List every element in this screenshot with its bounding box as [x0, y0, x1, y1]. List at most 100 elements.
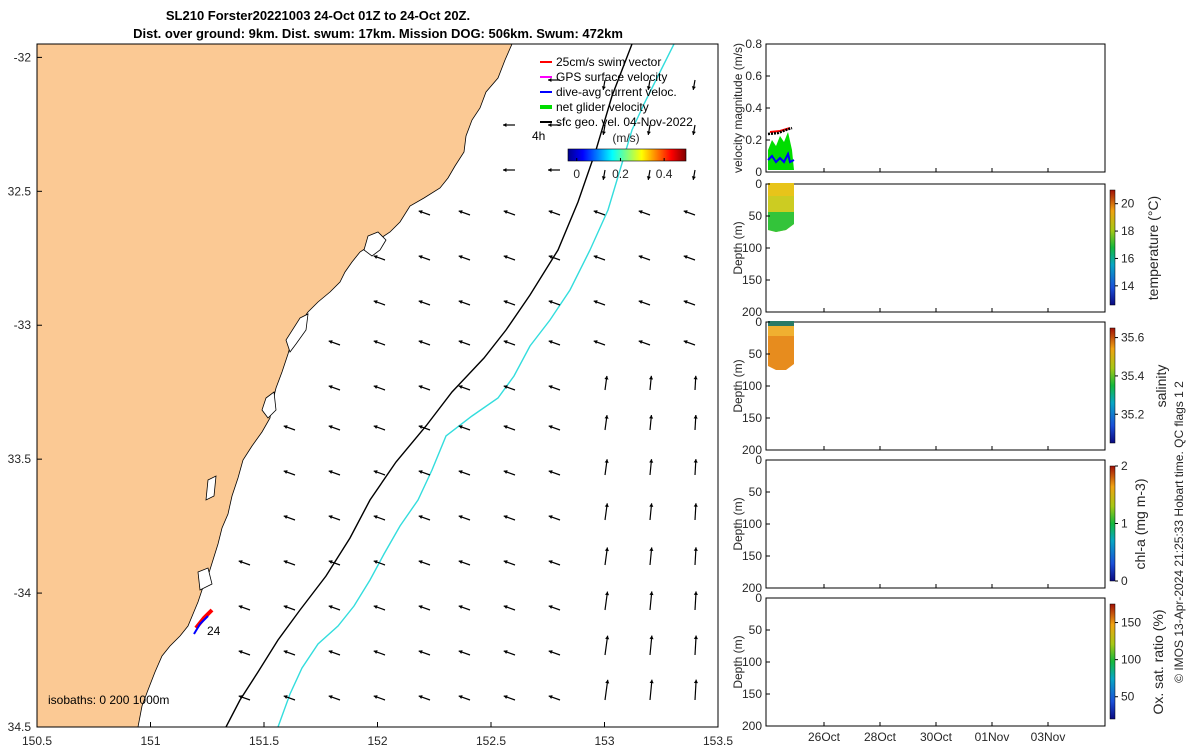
sfc-velocity-arrow [548, 605, 561, 611]
svg-text:net glider velocity: net glider velocity [556, 100, 649, 114]
sfc-velocity-arrow [646, 169, 651, 180]
sfc-velocity-arrow [418, 560, 431, 566]
sfc-velocity-arrow [693, 459, 698, 476]
sfc-velocity-arrow [683, 340, 696, 346]
salinity-cbar-label: salinity [1153, 365, 1169, 408]
sfc-velocity-arrow [693, 591, 698, 611]
oxygen-colorbar [1109, 603, 1116, 720]
sfc-velocity-arrow [458, 470, 471, 476]
cbar-tick-label: 150 [1121, 616, 1141, 630]
panel-y-tick-label: 50 [749, 347, 763, 361]
sfc-velocity-arrow [604, 547, 609, 566]
sfc-velocity-arrow [283, 425, 296, 431]
panel-y-tick-label: 150 [742, 411, 762, 425]
sfc-velocity-arrow [604, 375, 609, 391]
sfc-velocity-arrow [373, 470, 386, 476]
panel-y-tick-label: 0.2 [745, 133, 762, 147]
sfc-velocity-arrow [418, 650, 431, 656]
sfc-velocity-arrow [683, 210, 696, 216]
panel-y-tick-label: 0.6 [745, 69, 762, 83]
map-x-ticks: 150.5 151 151.5 152 152.5 153 153.5 [22, 722, 733, 748]
panel-y-tick-label: 50 [749, 623, 763, 637]
oxygen-ylabel: Depth (m) [731, 635, 745, 688]
label-24: 24 [207, 624, 221, 638]
side-note: © IMOS 13-Apr-2024 21:25:33 Hobart time.… [1172, 381, 1186, 683]
sfc-velocity-arrow [649, 503, 654, 521]
sfc-velocity-arrow [593, 255, 606, 261]
panel-y-tick-label: 200 [742, 443, 762, 457]
sfc-velocity-arrow [548, 210, 561, 216]
sfc-velocity-arrow [693, 375, 698, 391]
map-y-tick-label: -33 [14, 318, 32, 332]
map-x-tick-label: 153.5 [703, 734, 733, 748]
sfc-velocity-arrow [548, 255, 561, 261]
sfc-velocity-arrow [458, 385, 471, 391]
sfc-velocity-arrow [548, 385, 561, 391]
sfc-velocity-arrow [683, 255, 696, 261]
temperature-colorbar [1109, 189, 1116, 306]
sfc-velocity-arrow [458, 695, 471, 701]
sfc-velocity-arrow [646, 124, 651, 135]
sfc-velocity-arrow [693, 679, 699, 701]
sfc-velocity-arrow [548, 560, 561, 566]
sfc-velocity-arrow [638, 340, 651, 346]
sfc-velocity-arrow [458, 210, 471, 216]
cbar-tick-label: 0 [1121, 574, 1128, 588]
sfc-velocity-arrow [418, 210, 431, 216]
sfc-velocity-arrow [649, 635, 654, 656]
legend-item-gps: GPS surface velocity [540, 70, 667, 84]
sfc-velocity-arrow [601, 169, 606, 180]
map-panel: 150.5 151 151.5 152 152.5 153 153.5 -32 32.5 -33… [8, 43, 733, 748]
time-tick-label: 30Oct [920, 730, 953, 744]
sfc-velocity-arrow [691, 169, 696, 180]
sfc-velocity-arrow [458, 255, 471, 261]
sfc-velocity-arrows [238, 77, 699, 701]
time-series-panels: 00.20.40.60.8050100150200141618200501001… [742, 37, 1145, 744]
sfc-velocity-arrow [418, 695, 431, 701]
cbar-tick-label: 35.4 [1121, 369, 1145, 383]
sfc-velocity-arrow [548, 695, 561, 701]
gps-velocity-line [767, 126, 793, 136]
sfc-velocity-arrow [238, 650, 251, 656]
sfc-velocity-arrow [328, 605, 341, 611]
sfc-velocity-arrow [593, 300, 606, 306]
sfc-velocity-arrow [458, 340, 471, 346]
time-tick-label: 03Nov [1031, 730, 1066, 744]
sfc-velocity-arrow [328, 560, 341, 566]
sfc-velocity-arrow [649, 547, 654, 566]
svg-text:GPS surface velocity: GPS surface velocity [556, 70, 667, 84]
sfc-velocity-arrow [373, 560, 386, 566]
map-y-tick-label: -32 [14, 50, 32, 64]
lake [363, 231, 387, 257]
sfc-velocity-arrow [458, 605, 471, 611]
panel-chl [765, 459, 1116, 589]
sfc-velocity-arrow [548, 77, 560, 83]
chl-cbar-label: chl-a (mg m-3) [1132, 478, 1148, 569]
map-x-tick-label: 151 [140, 734, 160, 748]
sfc-velocity-arrow [373, 340, 386, 346]
sfc-velocity-arrow [503, 605, 516, 611]
sfc-velocity-arrow [693, 503, 698, 521]
panel-ticks: 00.20.40.60.8050100150200141618200501001… [742, 37, 1145, 733]
legend-item-swim: 25cm/s swim vector [540, 55, 661, 69]
cbar-tick-label: 1 [1121, 517, 1128, 531]
panel-y-tick-label: 0 [755, 177, 762, 191]
sfc-velocity-arrow [548, 122, 560, 128]
sfc-velocity-arrow [503, 210, 516, 216]
sfc-velocity-arrow [238, 605, 251, 611]
sfc-velocity-arrow [458, 560, 471, 566]
sfc-velocity-arrow [503, 300, 516, 306]
sfc-velocity-arrow [646, 79, 651, 90]
cbar-tick-label: 16 [1121, 251, 1135, 265]
sfc-velocity-arrow [328, 515, 341, 521]
dive-avg-velocity-line [767, 151, 795, 164]
colorbar-ticks: 0 0.2 0.4 [573, 158, 673, 181]
time-tick-label: 01Nov [975, 730, 1010, 744]
isobath-label: isobaths: 0 200 1000m [48, 693, 169, 707]
sfc-velocity-arrow [503, 385, 516, 391]
sfc-velocity-arrow [373, 425, 386, 431]
panel-y-tick-label: 100 [742, 379, 762, 393]
sfc-velocity-arrow [604, 679, 610, 701]
colorbar-tick-label: 0.4 [656, 167, 673, 181]
